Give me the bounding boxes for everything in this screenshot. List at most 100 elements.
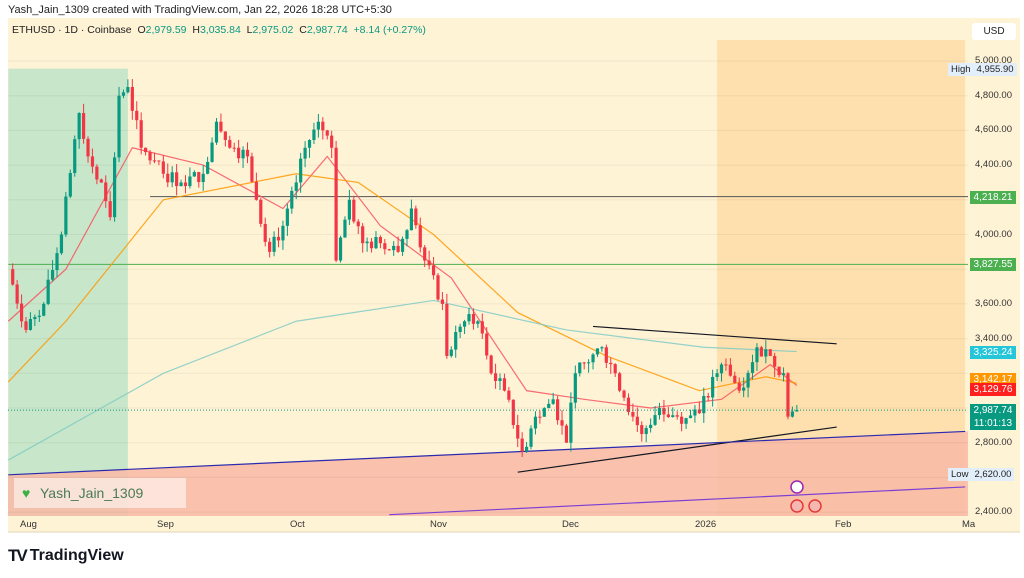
candle-body — [604, 347, 608, 363]
candle-body — [135, 110, 139, 121]
price-tag: 4,218.21 — [970, 190, 1016, 204]
candle-body — [214, 121, 219, 143]
candle-body — [507, 390, 511, 400]
candle-body — [467, 314, 471, 322]
candle-body — [55, 253, 59, 271]
candle-body — [139, 120, 143, 148]
time-tick: Aug — [20, 519, 37, 530]
candle-body — [183, 182, 188, 187]
heart-icon: ♥ — [22, 485, 31, 501]
candle-body — [170, 172, 174, 183]
candle-body — [276, 236, 281, 241]
candle-body — [458, 326, 462, 333]
price-tag: 3,129.76 — [970, 383, 1016, 397]
candle-body — [11, 269, 15, 285]
candle-body — [711, 376, 715, 398]
candle-body — [378, 237, 382, 244]
support-zone — [8, 431, 968, 516]
time-tick: Feb — [835, 519, 852, 530]
watermark-text: Yash_Jain_1309 — [40, 485, 144, 501]
candle-body — [520, 438, 524, 452]
candle-body — [400, 238, 405, 252]
candle-body — [90, 156, 95, 167]
candle-body — [347, 199, 351, 220]
price-tick: 4,400.00 — [975, 159, 1012, 171]
candle-body — [294, 182, 298, 191]
candle-body — [99, 179, 103, 183]
candle-body — [440, 299, 445, 304]
candle-body — [392, 245, 396, 251]
candle-body — [613, 364, 617, 374]
change-value: +8.14 (+0.27%) — [353, 24, 426, 36]
candle-body — [502, 378, 507, 391]
price-tick: 3,400.00 — [975, 332, 1012, 344]
candle-body — [179, 182, 183, 187]
symbol-label[interactable]: ETHUSD · 1D · Coinbase — [12, 24, 132, 36]
candle-body — [219, 121, 223, 132]
candle-body — [387, 249, 391, 251]
candle-body — [383, 243, 387, 250]
time-tick: Ma — [962, 519, 976, 530]
candle-body — [374, 237, 378, 249]
candle-body — [649, 424, 653, 429]
candle-body — [64, 196, 68, 235]
moving-average-line — [7, 299, 797, 461]
trendline — [517, 426, 837, 473]
candle-body — [28, 319, 33, 330]
candle-body — [666, 414, 670, 417]
candle-body — [206, 161, 210, 174]
candle-body — [409, 208, 414, 231]
candle-body — [657, 408, 662, 416]
candle-body — [325, 130, 329, 136]
candle-body — [157, 160, 161, 162]
candle-body — [37, 315, 41, 317]
candle-body — [59, 234, 64, 254]
candle-body — [321, 121, 325, 131]
trendline — [592, 325, 837, 345]
candle-body — [259, 199, 263, 224]
low-label: Low — [951, 468, 969, 480]
candle-body — [175, 172, 179, 187]
currency-button[interactable]: USD — [972, 23, 1016, 40]
low-value: 2,620.00 — [974, 468, 1012, 480]
candle-body — [113, 157, 117, 218]
candle-body — [81, 113, 86, 139]
candle-body — [263, 223, 267, 242]
candle-body — [356, 221, 360, 227]
candle-body — [560, 420, 564, 426]
candle-body — [795, 410, 799, 412]
candle-body — [609, 362, 613, 365]
candle-body — [197, 172, 201, 183]
candle-body — [644, 428, 648, 435]
tradingview-logo[interactable]: TV TradingView — [8, 546, 124, 566]
time-tick: 2026 — [695, 519, 717, 530]
candle-body — [232, 147, 236, 149]
us-flag-icon — [808, 499, 822, 513]
candle-body — [569, 402, 573, 443]
candle-body — [485, 333, 489, 356]
candle-body — [587, 362, 591, 364]
candle-body — [724, 364, 728, 366]
high-label: High — [951, 63, 971, 75]
candle-body — [117, 95, 121, 158]
candle-body — [781, 373, 786, 376]
candle-body — [369, 241, 374, 249]
candle-body — [542, 408, 546, 417]
low-label: L — [246, 24, 253, 36]
event-icon — [790, 480, 804, 494]
candle-body — [635, 416, 639, 426]
moving-average-line — [7, 173, 797, 392]
candle-body — [626, 397, 631, 413]
candle-body — [533, 416, 538, 429]
candle-body — [498, 378, 502, 381]
candle-body — [764, 349, 768, 357]
candle-body — [547, 403, 551, 409]
candle-body — [471, 314, 476, 324]
candle-body — [361, 226, 365, 244]
chart-credit: Yash_Jain_1309 created with TradingView.… — [8, 4, 392, 16]
candle-body — [600, 347, 604, 349]
candle-body — [551, 399, 555, 404]
candle-body — [24, 321, 28, 330]
candle-body — [427, 260, 431, 266]
